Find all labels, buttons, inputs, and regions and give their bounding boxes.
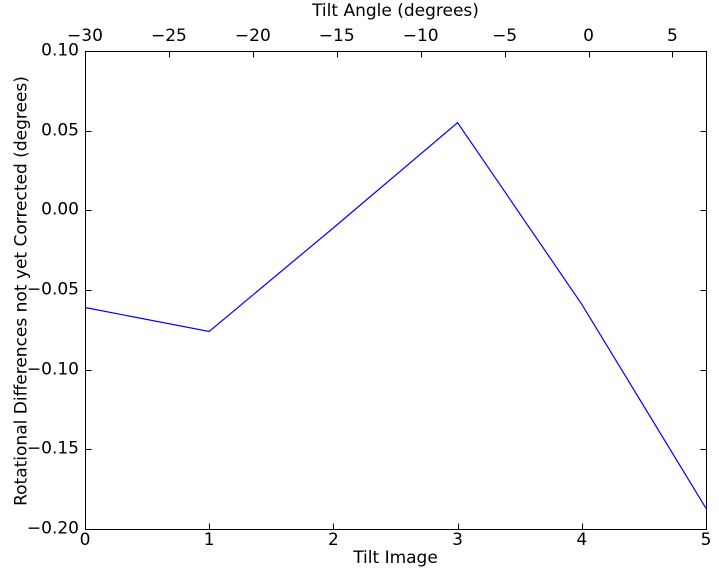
y-tick-label: 0.10	[41, 40, 79, 61]
y-tick-label: −0.20	[26, 518, 79, 539]
x-tick-label: 3	[452, 530, 464, 550]
top-x-tick-label: −20	[234, 26, 271, 46]
top-x-tick-label: −15	[318, 26, 355, 46]
top-x-tick-label: −5	[492, 26, 518, 46]
y-tick-label: −0.15	[26, 438, 79, 459]
top-x-axis-label: Tilt Angle (degrees)	[312, 1, 479, 21]
x-tick-label: 4	[576, 530, 588, 550]
y-tick-label: −0.10	[26, 359, 79, 380]
rotational-difference-line	[84, 121, 707, 509]
y-tick-label: 0.05	[41, 120, 79, 141]
x-tick-label: 1	[203, 530, 215, 550]
x-tick-label: 5	[700, 530, 712, 550]
top-x-tick-label: −30	[67, 26, 103, 46]
axes-spines	[85, 51, 707, 530]
x-tick-label: 2	[327, 530, 339, 550]
top-x-tick-label: 5	[667, 26, 678, 46]
x-tick-label: 0	[79, 530, 91, 550]
x-axis-label: Tilt Image	[353, 548, 438, 568]
top-x-tick-label: 0	[583, 26, 594, 46]
y-tick-label: 0.00	[41, 199, 79, 220]
y-tick-label: −0.05	[26, 279, 79, 300]
top-x-tick-label: −25	[150, 26, 187, 46]
top-x-tick-label: −10	[402, 26, 439, 46]
